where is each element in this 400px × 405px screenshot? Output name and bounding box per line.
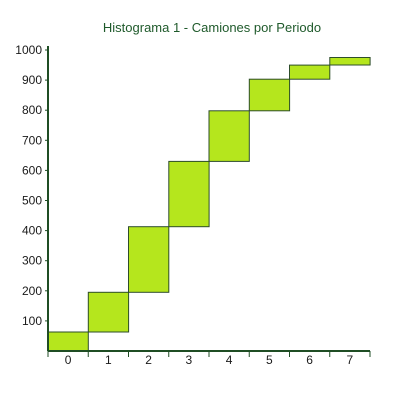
- y-tick-label: 400: [22, 224, 42, 238]
- x-tick-label: 5: [266, 353, 273, 367]
- y-tick-label: 700: [22, 133, 42, 147]
- y-tick-label: 500: [22, 194, 42, 208]
- y-tick-label: 600: [22, 163, 42, 177]
- bar-5: [248, 78, 291, 112]
- y-tick-label: 300: [22, 254, 42, 268]
- bars-layer: [47, 57, 371, 352]
- x-ticks: 0 1 2 3 4 5 6 7: [47, 351, 371, 367]
- y-tick-label: 200: [22, 284, 42, 298]
- x-tick-label: 2: [145, 353, 152, 367]
- x-tick-label: 4: [226, 353, 233, 367]
- bar-1: [87, 291, 130, 333]
- y-ticks: 100 200 300 400 500 600 700 800 900 1000: [15, 43, 48, 328]
- x-tick-label: 1: [105, 353, 112, 367]
- y-tick-label: 100: [22, 314, 42, 328]
- x-tick-label: 6: [306, 353, 313, 367]
- bar-6: [289, 64, 331, 80]
- bar-7: [329, 57, 371, 66]
- chart-title: Histograma 1 - Camiones por Periodo: [103, 20, 321, 35]
- x-tick-label: 3: [186, 353, 193, 367]
- y-tick-label: 1000: [15, 43, 42, 57]
- x-tick-label: 7: [347, 353, 354, 367]
- x-tick-label: 0: [65, 353, 72, 367]
- y-tick-label: 800: [22, 103, 42, 117]
- bar-0: [47, 331, 89, 352]
- y-tick-label: 900: [22, 73, 42, 87]
- bar-4: [208, 110, 250, 162]
- bar-3: [168, 160, 210, 228]
- bar-2: [128, 226, 170, 293]
